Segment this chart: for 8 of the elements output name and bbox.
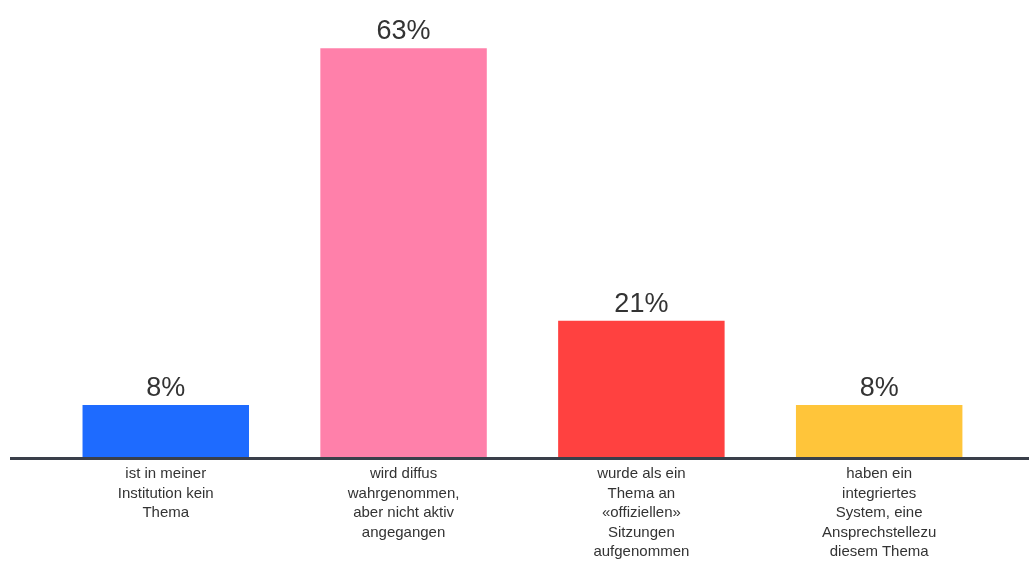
x-tick-label: wird diffus wahrgenommen, aber nicht aktiv angegangen — [346, 464, 460, 540]
x-tick-label: haben ein integriertes System, eine Ansprechstellezu diesem Thema — [822, 464, 937, 559]
x-tick-label: ist in meiner Institution kein Thema — [117, 464, 214, 520]
x-tick-label: wurde als ein Thema an «offiziellen» Sitzungen aufgenommen — [593, 464, 690, 559]
data-label: 63% — [376, 15, 431, 46]
data-label: 8% — [859, 372, 899, 403]
data-label: 21% — [614, 287, 669, 318]
data-label: 8% — [146, 372, 186, 403]
